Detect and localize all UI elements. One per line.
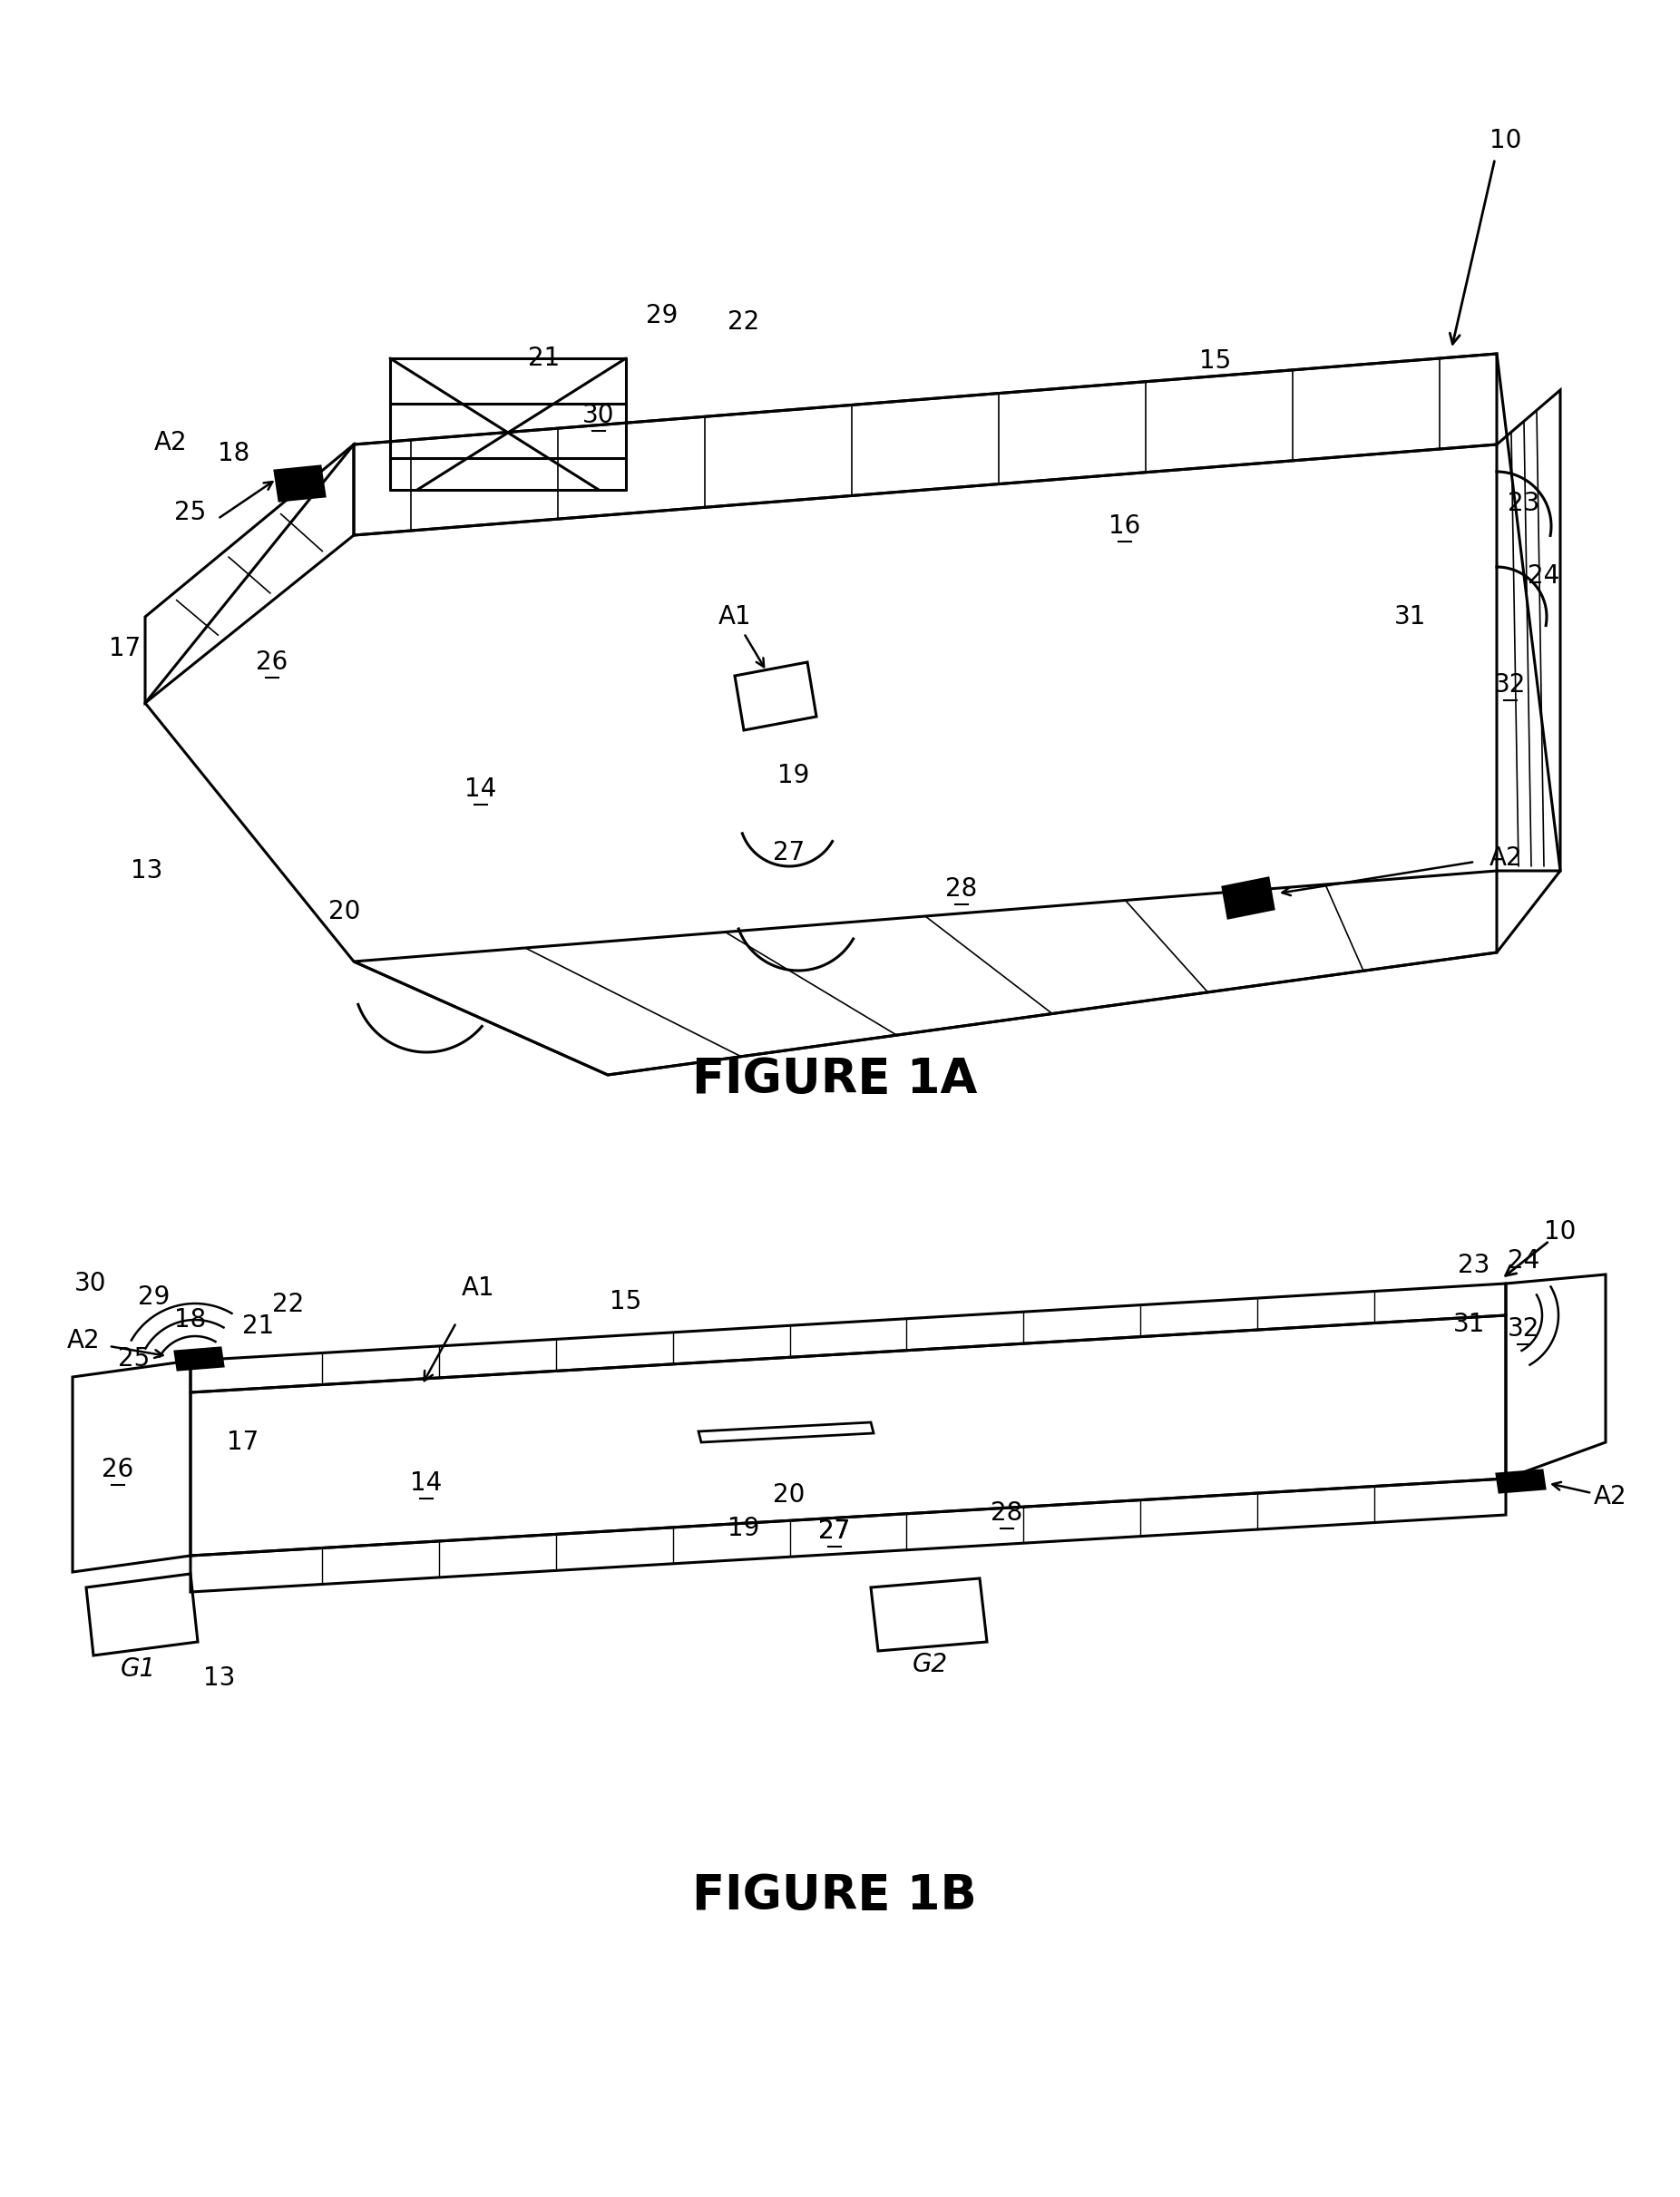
Text: G1: G1 <box>121 1657 156 1681</box>
Text: 32: 32 <box>1494 672 1527 699</box>
Text: 27: 27 <box>818 1518 850 1544</box>
Text: 15: 15 <box>610 1290 642 1314</box>
Polygon shape <box>1497 1470 1546 1492</box>
Text: 10: 10 <box>1544 1219 1576 1244</box>
Text: 20: 20 <box>773 1483 805 1507</box>
Text: 22: 22 <box>272 1292 304 1318</box>
Text: 18: 18 <box>218 442 250 466</box>
Text: A2: A2 <box>67 1327 101 1353</box>
Text: FIGURE 1A: FIGURE 1A <box>692 1057 978 1103</box>
Polygon shape <box>175 1349 223 1369</box>
Text: 24: 24 <box>1509 1248 1541 1274</box>
Text: 13: 13 <box>203 1665 235 1692</box>
Text: 14: 14 <box>465 776 497 802</box>
Text: 23: 23 <box>1509 490 1541 516</box>
Text: 30: 30 <box>74 1270 108 1296</box>
Text: 18: 18 <box>175 1307 207 1334</box>
Text: 10: 10 <box>1490 127 1522 154</box>
Text: 19: 19 <box>727 1516 759 1540</box>
Text: 15: 15 <box>1200 349 1231 373</box>
Text: 23: 23 <box>1458 1252 1490 1279</box>
Text: 28: 28 <box>991 1501 1023 1525</box>
Text: 29: 29 <box>647 303 679 327</box>
Text: 17: 17 <box>227 1430 259 1454</box>
Text: 25: 25 <box>175 499 207 525</box>
Text: A2: A2 <box>1488 846 1522 870</box>
Text: A2: A2 <box>1594 1483 1626 1509</box>
Text: 19: 19 <box>778 762 810 789</box>
Text: 26: 26 <box>102 1457 134 1483</box>
Polygon shape <box>276 466 324 501</box>
Text: 32: 32 <box>1509 1316 1541 1342</box>
Text: 26: 26 <box>255 650 289 674</box>
Text: A1: A1 <box>717 604 751 631</box>
Text: 27: 27 <box>773 839 805 866</box>
Text: 30: 30 <box>583 402 615 428</box>
Text: 31: 31 <box>1453 1312 1485 1338</box>
Text: 29: 29 <box>138 1285 170 1309</box>
Text: 25: 25 <box>118 1347 150 1371</box>
Text: G2: G2 <box>912 1652 948 1676</box>
Text: 13: 13 <box>131 859 163 883</box>
Polygon shape <box>1223 879 1273 918</box>
Text: 21: 21 <box>242 1314 274 1338</box>
Text: 20: 20 <box>329 899 361 925</box>
Text: 21: 21 <box>528 345 559 371</box>
Text: 17: 17 <box>109 635 141 661</box>
Text: FIGURE 1B: FIGURE 1B <box>692 1872 976 1920</box>
Text: 14: 14 <box>410 1470 442 1496</box>
Text: 28: 28 <box>946 877 978 901</box>
Text: 27: 27 <box>818 1518 850 1544</box>
Text: 22: 22 <box>727 310 759 334</box>
Text: A1: A1 <box>462 1276 494 1301</box>
Text: 24: 24 <box>1527 562 1561 589</box>
Text: A2: A2 <box>155 431 186 455</box>
Text: 16: 16 <box>1109 514 1141 538</box>
Text: 31: 31 <box>1394 604 1426 631</box>
